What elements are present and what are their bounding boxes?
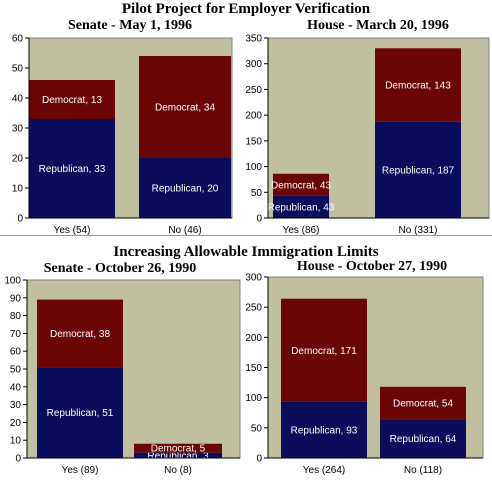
data-label: Democrat, 5: [151, 444, 206, 455]
plot-area: [28, 37, 233, 219]
data-label: Republican, 20: [152, 184, 219, 195]
data-label: Democrat, 171: [291, 346, 357, 357]
y-tick-label: 300: [245, 273, 262, 284]
y-tick-label: 250: [245, 85, 262, 96]
bar-segment: [37, 299, 123, 368]
data-label: Democrat, 43: [271, 180, 331, 191]
y-tick-label: 150: [245, 136, 262, 147]
data-label: Republican, 187: [382, 165, 455, 176]
bar-segment: [139, 56, 231, 158]
plot-area: [26, 279, 241, 459]
y-tick-label: 200: [245, 333, 262, 344]
y-tick-label: 20: [10, 418, 22, 429]
y-tick-label: 350: [245, 34, 262, 45]
data-label: Democrat, 34: [155, 103, 215, 114]
y-tick-label: 0: [256, 454, 262, 465]
y-tick-label: 40: [10, 382, 22, 393]
bar-segment: [273, 173, 329, 196]
y-tick-label: 80: [10, 311, 22, 322]
x-tick-label: Yes (89): [62, 465, 99, 476]
y-tick-label: 90: [10, 293, 22, 304]
data-label: Democrat, 143: [385, 81, 451, 92]
y-tick-label: 50: [251, 188, 263, 199]
y-tick-label: 60: [10, 347, 22, 358]
data-label: Democrat, 54: [393, 399, 453, 410]
plot-area: [267, 276, 484, 459]
chart-title: Senate - October 26, 1990: [43, 261, 197, 276]
bar-segment: [375, 48, 461, 122]
y-tick-label: 250: [245, 303, 262, 314]
y-tick-label: 200: [245, 111, 262, 122]
y-tick-label: 10: [10, 436, 22, 447]
y-tick-label: 0: [15, 454, 21, 465]
y-tick-label: 40: [12, 94, 24, 105]
bar-segment: [134, 452, 222, 458]
bar-segment: [134, 443, 222, 453]
data-label: Republican, 43: [268, 202, 335, 213]
bar-segment: [273, 195, 329, 218]
y-tick-label: 300: [245, 59, 262, 70]
bar-segment: [375, 121, 461, 218]
bar-segment: [139, 158, 231, 218]
data-label: Republican, 93: [291, 425, 358, 436]
y-tick-label: 0: [256, 214, 262, 225]
bar-segment: [380, 386, 466, 420]
x-tick-label: No (8): [164, 465, 192, 476]
bar-segment: [281, 401, 367, 458]
y-tick-label: 150: [245, 363, 262, 374]
chart-title: Senate - May 1, 1996: [67, 18, 193, 33]
y-tick-label: 50: [10, 365, 22, 376]
bar-segment: [37, 367, 123, 458]
top-section-title: Pilot Project for Employer Verification: [121, 1, 371, 17]
data-label: Democrat, 13: [42, 95, 102, 106]
x-tick-label: No (118): [404, 465, 442, 476]
y-tick-label: 20: [12, 154, 24, 165]
y-tick-label: 50: [251, 423, 263, 434]
bar-segment: [281, 298, 367, 402]
chart-title: House - March 20, 1996: [307, 18, 449, 33]
x-tick-label: Yes (264): [303, 465, 345, 476]
data-label: Democrat, 38: [50, 329, 110, 340]
data-label: Republican, 3: [147, 451, 209, 462]
y-tick-label: 100: [245, 393, 262, 404]
bar-segment: [29, 119, 115, 218]
y-tick-label: 100: [4, 276, 21, 287]
chart-title: House - October 27, 1990: [296, 259, 448, 274]
y-tick-label: 70: [10, 329, 22, 340]
bar-segment: [380, 419, 466, 458]
bottom-section-title: Increasing Allowable Immigration Limits: [113, 244, 379, 260]
data-label: Republican, 33: [39, 164, 106, 175]
y-tick-label: 60: [12, 34, 24, 45]
y-tick-label: 30: [10, 400, 22, 411]
section-divider: [0, 235, 492, 236]
y-tick-label: 0: [17, 214, 23, 225]
y-tick-label: 10: [12, 184, 24, 195]
y-tick-label: 30: [12, 124, 24, 135]
data-label: Republican, 64: [390, 434, 457, 445]
y-tick-label: 50: [12, 64, 24, 75]
data-label: Republican, 51: [47, 408, 114, 419]
y-tick-label: 100: [245, 162, 262, 173]
bar-segment: [29, 80, 115, 119]
plot-area: [267, 37, 490, 219]
